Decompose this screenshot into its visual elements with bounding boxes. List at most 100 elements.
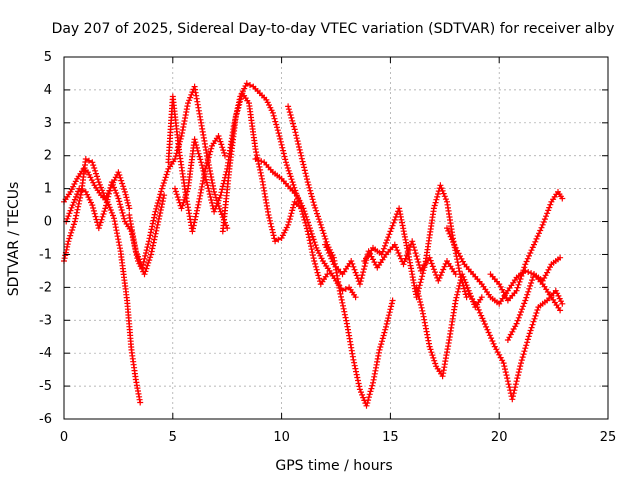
data-point bbox=[149, 245, 156, 252]
data-point bbox=[415, 293, 422, 300]
data-point bbox=[77, 194, 84, 201]
data-point bbox=[418, 304, 425, 311]
data-point bbox=[307, 187, 314, 194]
data-point bbox=[435, 191, 441, 197]
data-point bbox=[285, 221, 292, 228]
data-point bbox=[461, 276, 468, 283]
data-point bbox=[412, 250, 419, 257]
data-point bbox=[117, 204, 124, 211]
data-point bbox=[120, 183, 127, 190]
data-point bbox=[383, 239, 389, 246]
data-point bbox=[308, 246, 315, 253]
data-point bbox=[187, 94, 194, 101]
data-point bbox=[278, 141, 285, 148]
y-axis-label: SDTVAR / TECUs bbox=[6, 182, 22, 297]
data-point bbox=[313, 266, 320, 273]
data-point bbox=[525, 269, 532, 275]
data-point bbox=[281, 153, 288, 160]
data-point bbox=[461, 285, 468, 292]
data-point bbox=[206, 191, 213, 198]
data-point bbox=[413, 284, 420, 291]
data-point bbox=[510, 390, 517, 397]
data-point bbox=[340, 305, 347, 312]
data-point bbox=[385, 315, 392, 322]
data-point bbox=[537, 227, 544, 234]
data-point bbox=[151, 236, 158, 243]
data-point bbox=[175, 196, 182, 203]
data-point bbox=[206, 151, 213, 158]
data-point bbox=[173, 191, 180, 198]
data-point bbox=[420, 267, 427, 274]
data-point bbox=[431, 357, 438, 364]
data-point bbox=[154, 202, 160, 209]
data-point bbox=[295, 141, 302, 147]
data-point bbox=[386, 309, 393, 316]
data-point bbox=[212, 205, 219, 212]
data-point bbox=[234, 107, 241, 114]
data-point bbox=[106, 204, 113, 211]
data-point bbox=[110, 181, 116, 188]
data-point bbox=[501, 363, 508, 370]
data-point bbox=[91, 210, 98, 217]
data-point bbox=[338, 293, 344, 300]
data-point bbox=[394, 247, 401, 254]
data-point bbox=[474, 304, 481, 311]
data-point bbox=[208, 145, 215, 152]
data-point bbox=[526, 252, 532, 259]
data-point bbox=[266, 102, 272, 108]
data-point bbox=[448, 236, 455, 243]
data-point bbox=[191, 219, 198, 226]
data-point bbox=[429, 263, 436, 270]
data-point bbox=[296, 144, 302, 150]
data-point bbox=[174, 194, 181, 201]
data-point bbox=[293, 135, 300, 142]
data-point bbox=[308, 230, 315, 237]
data-point bbox=[518, 357, 525, 364]
data-point bbox=[514, 284, 521, 291]
data-point bbox=[520, 303, 527, 310]
data-point bbox=[526, 330, 533, 337]
data-point bbox=[205, 185, 212, 192]
data-point bbox=[107, 207, 114, 213]
data-series bbox=[61, 80, 566, 409]
data-point bbox=[247, 82, 253, 88]
data-point bbox=[534, 233, 541, 240]
data-point bbox=[446, 230, 453, 237]
data-point bbox=[185, 100, 191, 107]
data-point bbox=[256, 163, 263, 170]
data-point bbox=[272, 118, 279, 125]
data-point bbox=[180, 199, 187, 206]
data-point bbox=[539, 221, 546, 228]
data-point bbox=[421, 264, 428, 271]
data-point bbox=[439, 269, 445, 276]
data-point bbox=[74, 191, 81, 198]
data-point bbox=[437, 272, 444, 279]
series-track-6 bbox=[172, 80, 302, 215]
data-point bbox=[121, 188, 128, 195]
data-point bbox=[513, 287, 520, 294]
data-point bbox=[203, 163, 210, 169]
data-point bbox=[309, 196, 316, 203]
data-point bbox=[306, 225, 313, 232]
data-point bbox=[258, 158, 265, 165]
data-point bbox=[353, 368, 359, 375]
data-point bbox=[137, 399, 144, 406]
data-point bbox=[529, 277, 536, 284]
data-point bbox=[309, 252, 316, 259]
data-point bbox=[237, 96, 244, 102]
data-point bbox=[514, 375, 521, 382]
data-point bbox=[515, 314, 522, 321]
data-point bbox=[356, 281, 363, 288]
data-point bbox=[291, 184, 298, 191]
data-point bbox=[270, 112, 277, 119]
data-point bbox=[96, 222, 103, 229]
data-point bbox=[273, 121, 280, 128]
data-point bbox=[353, 272, 360, 279]
data-point bbox=[419, 273, 426, 280]
data-point bbox=[103, 202, 110, 209]
data-point bbox=[532, 238, 539, 245]
data-point bbox=[294, 138, 301, 145]
data-point bbox=[108, 209, 115, 216]
data-point bbox=[73, 193, 79, 200]
